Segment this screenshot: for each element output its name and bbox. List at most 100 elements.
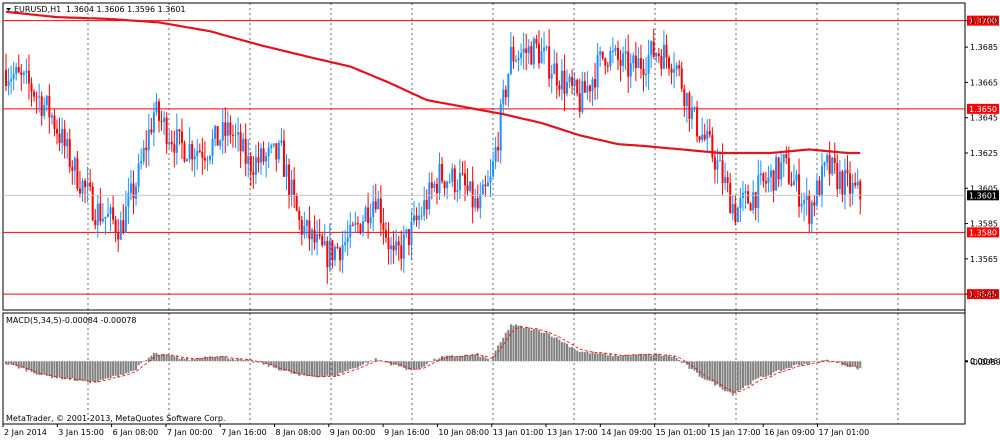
- candle-body: [33, 91, 36, 97]
- macd-bar: [721, 361, 724, 390]
- candle-body: [109, 207, 112, 214]
- candle-body: [639, 58, 642, 69]
- macd-bar: [693, 361, 696, 371]
- candle-body: [591, 79, 594, 92]
- macd-bar: [665, 354, 668, 362]
- candle-body: [836, 162, 839, 190]
- candle-body: [782, 154, 785, 163]
- candle-body: [652, 41, 655, 57]
- horizontal-levels[interactable]: 1.3700 1.3650 1.3580 1.3545: [3, 15, 999, 300]
- macd-bar: [211, 357, 214, 362]
- candle-body: [30, 83, 33, 92]
- macd-bar: [563, 342, 566, 362]
- candle-body: [12, 73, 15, 79]
- candle-body: [379, 198, 382, 224]
- macd-bar: [20, 361, 23, 368]
- macd-bar: [668, 355, 670, 362]
- macd-bar: [731, 361, 734, 396]
- time-label: 15 Jan 17:00: [710, 428, 761, 437]
- macd-bar: [790, 361, 793, 368]
- macd-bar: [15, 361, 18, 366]
- candle-body: [81, 180, 84, 194]
- macd-bar: [372, 361, 375, 362]
- candle-body: [234, 134, 237, 136]
- macd-bar: [198, 357, 201, 362]
- macd-bar: [96, 361, 99, 383]
- macd-bar: [382, 361, 385, 362]
- macd-bar: [362, 361, 364, 365]
- candle-body: [231, 134, 234, 136]
- macd-bar: [73, 361, 76, 381]
- candle-body: [611, 50, 614, 52]
- candle-body: [165, 117, 168, 145]
- dropdown-triangle-icon[interactable]: [6, 8, 11, 11]
- candle-body: [854, 182, 857, 186]
- candle-body: [583, 81, 586, 93]
- macd-bar: [823, 360, 826, 362]
- macd-bar: [512, 325, 515, 362]
- macd-bar: [150, 355, 153, 362]
- macd-bar: [438, 358, 441, 362]
- time-label: 9 Jan 00:00: [330, 428, 376, 437]
- candle-body: [701, 134, 704, 140]
- candle-body: [619, 59, 622, 66]
- macd-bar: [216, 356, 219, 362]
- macd-bar: [226, 358, 229, 362]
- macd-bar: [706, 361, 709, 381]
- current-price-label: 1.3601: [969, 191, 997, 200]
- macd-bar: [759, 361, 762, 377]
- macd-bar: [782, 361, 785, 370]
- candle-body: [826, 155, 829, 163]
- candle-body: [453, 168, 456, 192]
- candle-body: [711, 135, 714, 158]
- macd-bar: [316, 361, 319, 378]
- candle-body: [484, 184, 487, 187]
- candle-body: [736, 207, 739, 223]
- macd-bar: [777, 361, 780, 370]
- macd-bar: [221, 356, 224, 362]
- macd-bar: [63, 361, 66, 380]
- macd-bar: [364, 361, 367, 363]
- candle-body: [550, 74, 553, 79]
- candle-body: [119, 220, 122, 240]
- candle-body: [99, 203, 102, 222]
- macd-readout: -0.00084 -0.00078: [62, 316, 136, 325]
- macd-bar: [662, 355, 665, 362]
- macd-bar: [206, 357, 209, 362]
- macd-bar: [810, 361, 813, 362]
- candle-body: [553, 63, 556, 75]
- macd-bar: [201, 358, 204, 362]
- macd-bar: [535, 329, 538, 362]
- candle-body: [369, 217, 372, 224]
- macd-bar: [275, 361, 278, 369]
- candle-body: [764, 181, 767, 184]
- candle-body: [438, 164, 441, 194]
- macd-bar: [492, 356, 495, 362]
- candle-body: [257, 157, 260, 163]
- candle-body: [163, 117, 166, 122]
- macd-bar: [89, 361, 92, 384]
- macd-bar: [507, 329, 510, 362]
- candle-body: [504, 89, 507, 98]
- current-price-badge: [967, 190, 999, 201]
- candle-body: [759, 173, 762, 176]
- macd-bar: [499, 342, 502, 362]
- macd-bar: [160, 354, 163, 362]
- candle-body: [413, 215, 415, 222]
- macd-bar: [420, 361, 423, 368]
- candle-body: [530, 46, 533, 65]
- macd-bar: [548, 333, 551, 362]
- macd-bar: [425, 361, 428, 365]
- candle-body: [38, 96, 41, 98]
- level-price-badge: [967, 103, 999, 114]
- macd-tick-label: 0.00467: [970, 357, 1000, 366]
- macd-signal-line: [5, 326, 861, 393]
- candle-body: [76, 158, 79, 189]
- candle-body: [50, 115, 53, 118]
- macd-bar: [456, 356, 459, 362]
- candle-body: [645, 73, 648, 76]
- candle-body: [808, 194, 811, 224]
- macd-bar: [469, 355, 472, 362]
